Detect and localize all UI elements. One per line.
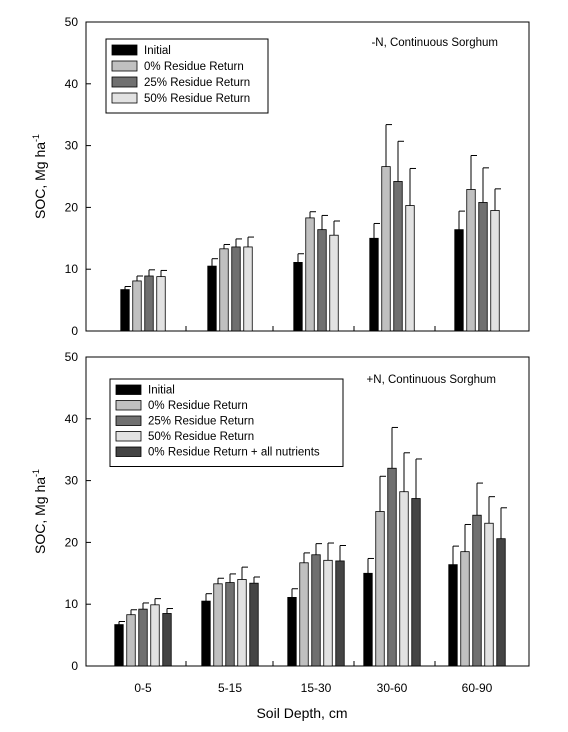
bar [317,229,327,332]
bar [249,582,259,667]
legend-swatch [115,400,142,411]
legend-entry: 0% Residue Return [144,61,244,73]
legend-swatch [115,415,142,426]
legend-entry: 0% Residue Return [148,400,248,412]
bar [329,234,339,332]
bar [293,262,303,332]
bar [478,202,488,332]
y-tick-label: 20 [65,535,79,549]
bar [299,562,309,667]
bar [237,579,247,667]
bar [448,564,458,667]
y-tick-label: 50 [65,350,79,364]
y-tick-label: 10 [65,262,79,276]
bar [490,210,500,332]
bar [335,560,345,667]
y-axis-label-superscript: -1 [31,469,41,477]
bar [399,491,409,667]
legend-entry: 25% Residue Return [144,77,250,89]
legend-swatch [115,446,142,457]
bar [363,572,373,667]
bar [472,514,482,667]
y-tick-label: 20 [65,200,79,214]
bar [287,597,297,667]
bar [311,554,321,667]
y-tick-label: 0 [71,659,78,673]
y-tick-label: 40 [65,412,79,426]
y-tick-label: 30 [65,474,79,488]
legend-swatch [111,92,138,104]
panel-title: +N, Continuous Sorghum [367,374,496,386]
legend-entry: 50% Residue Return [144,93,250,105]
bar [132,280,142,332]
bar [381,166,391,332]
bar [466,189,476,332]
legend-entry: 50% Residue Return [148,431,254,443]
x-tick-label: 5-15 [218,681,242,695]
legend-swatch [115,384,142,395]
legend-swatch [111,76,138,88]
legend-swatch [111,44,138,56]
bar [387,467,397,667]
x-tick-label: 60-90 [462,681,493,695]
bar [243,246,253,332]
y-tick-label: 0 [71,324,78,338]
bar [219,248,229,332]
y-axis-label-superscript: -1 [31,134,41,142]
y-axis-label: SOC, Mg ha-1 [31,134,48,219]
y-axis-label: SOC, Mg ha-1 [31,469,48,554]
panel-title: -N, Continuous Sorghum [371,37,498,49]
bar [207,265,217,332]
bar [411,498,421,667]
bar [213,583,223,667]
y-tick-label: 10 [65,597,79,611]
bar [144,275,154,332]
y-tick-label: 30 [65,139,79,153]
legend-swatch [115,431,142,442]
x-tick-label: 15-30 [301,681,332,695]
bar [496,538,506,667]
bar [120,289,130,332]
bar [454,229,464,332]
bar [231,246,241,332]
x-tick-label: 30-60 [377,681,408,695]
bar [393,181,403,332]
bar [126,614,136,667]
bar [460,551,470,667]
legend-entry: 0% Residue Return + all nutrients [148,447,320,459]
bar [375,511,385,667]
bottom-panel-chart: 0 10 20 30 40 50 0-5 5-15 15-30 30-60 60-90 SOC, Mg… [31,350,530,695]
bar [150,604,160,667]
bar [201,600,211,667]
bar [138,608,148,667]
y-tick-label: 50 [65,15,79,29]
bar [484,522,494,667]
legend-box [109,378,344,467]
legend-entry: Initial [144,45,171,57]
x-axis-label: Soil Depth, cm [256,705,347,721]
legend-swatch [111,60,138,72]
y-axis-label-text: SOC, Mg ha [32,477,48,554]
bar [305,217,315,332]
bar [225,582,235,667]
bar [369,237,379,332]
bar [156,276,166,332]
bar [162,613,172,667]
bar [114,624,124,667]
x-tick-label: 0-5 [134,681,152,695]
top-panel-chart: 0 10 20 30 40 50 SOC, Mg ha-1 Initial 0% Residue… [31,15,530,338]
legend-entry: Initial [148,385,175,397]
bar [405,205,415,332]
y-axis-label-text: SOC, Mg ha [32,142,48,219]
bar [323,559,333,667]
y-tick-label: 40 [65,77,79,91]
legend-entry: 25% Residue Return [148,416,254,428]
